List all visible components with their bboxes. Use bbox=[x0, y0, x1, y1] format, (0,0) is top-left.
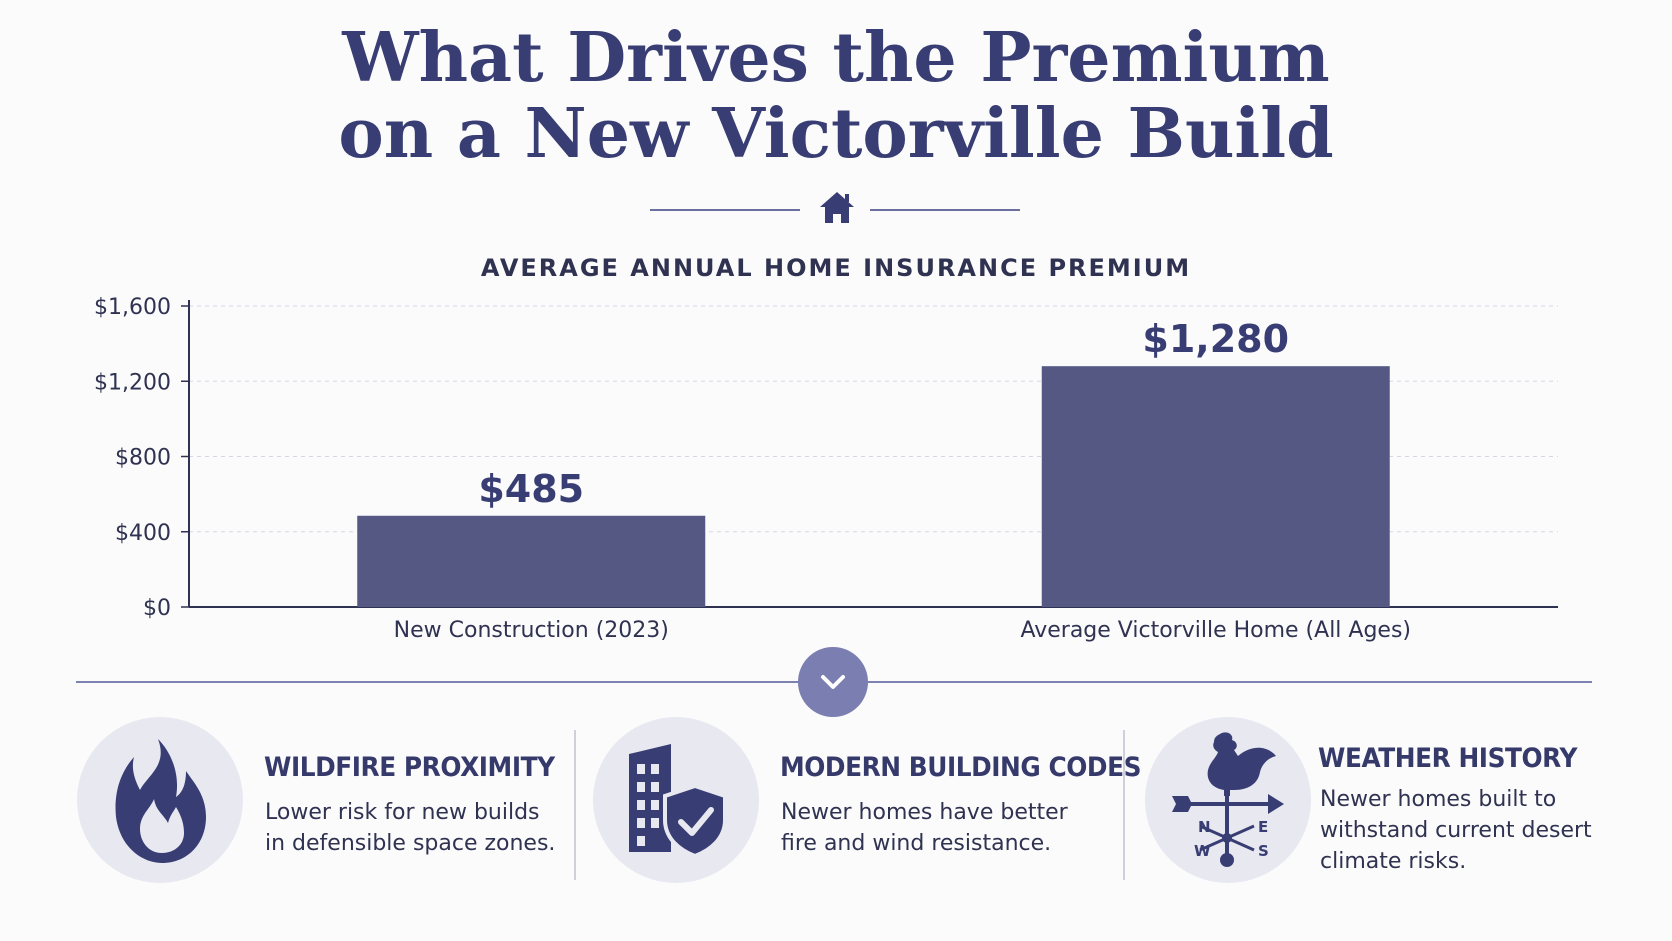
expand-button[interactable] bbox=[798, 647, 868, 717]
bar-chart: $0 $400 $800 $1,200 $1,600 $485 New Constructi… bbox=[94, 295, 1558, 643]
feature-desc-weather: Newer homes built to withstand current d… bbox=[1320, 787, 1592, 874]
feature-title-building-codes: MODERN BUILDING CODES bbox=[780, 752, 1142, 783]
chart-title: AVERAGE ANNUAL HOME INSURANCE PREMIUM bbox=[480, 254, 1192, 282]
house-icon bbox=[820, 192, 854, 223]
feature-desc-building-codes: Newer homes have better fire and wind re… bbox=[781, 800, 1068, 856]
feature-title-wildfire: WILDFIRE PROXIMITY bbox=[264, 752, 555, 783]
column-separator bbox=[1123, 730, 1125, 880]
page-title: What Drives the Premium on a New Victorv… bbox=[0, 20, 1672, 172]
y-tick-label: $800 bbox=[115, 446, 171, 471]
building-codes-icon-circle bbox=[593, 717, 759, 883]
compass-e: E bbox=[1258, 818, 1268, 836]
x-tick-label: New Construction (2023) bbox=[394, 618, 669, 643]
building-shield-icon bbox=[629, 744, 727, 859]
compass-n: N bbox=[1198, 818, 1211, 836]
x-tick-label: Average Victorville Home (All Ages) bbox=[1020, 618, 1411, 643]
divider-left bbox=[650, 209, 800, 211]
compass-w: W bbox=[1194, 842, 1211, 860]
bar-value-label: $1,280 bbox=[1142, 317, 1289, 361]
y-tick-label: $0 bbox=[143, 596, 171, 621]
chevron-down-icon bbox=[821, 675, 845, 689]
weather-vane-icon: N E W S bbox=[1172, 732, 1284, 867]
bar bbox=[1041, 366, 1390, 607]
divider-right bbox=[870, 209, 1020, 211]
y-tick-label: $1,600 bbox=[94, 295, 171, 320]
compass-s: S bbox=[1258, 842, 1269, 860]
y-tick-label: $1,200 bbox=[94, 370, 171, 395]
feature-desc-wildfire: Lower risk for new builds in defensible … bbox=[265, 800, 556, 856]
y-tick-label: $400 bbox=[115, 521, 171, 546]
bar bbox=[357, 515, 706, 607]
title-line-2: on a New Victorville Build bbox=[338, 94, 1334, 174]
flame-icon bbox=[115, 739, 206, 863]
feature-title-weather: WEATHER HISTORY bbox=[1318, 743, 1577, 774]
wildfire-icon-circle bbox=[77, 717, 243, 883]
title-line-1: What Drives the Premium bbox=[342, 18, 1330, 98]
bar-value-label: $485 bbox=[478, 467, 584, 511]
column-separator bbox=[574, 730, 576, 880]
weather-icon-circle: N E W S bbox=[1145, 717, 1311, 883]
